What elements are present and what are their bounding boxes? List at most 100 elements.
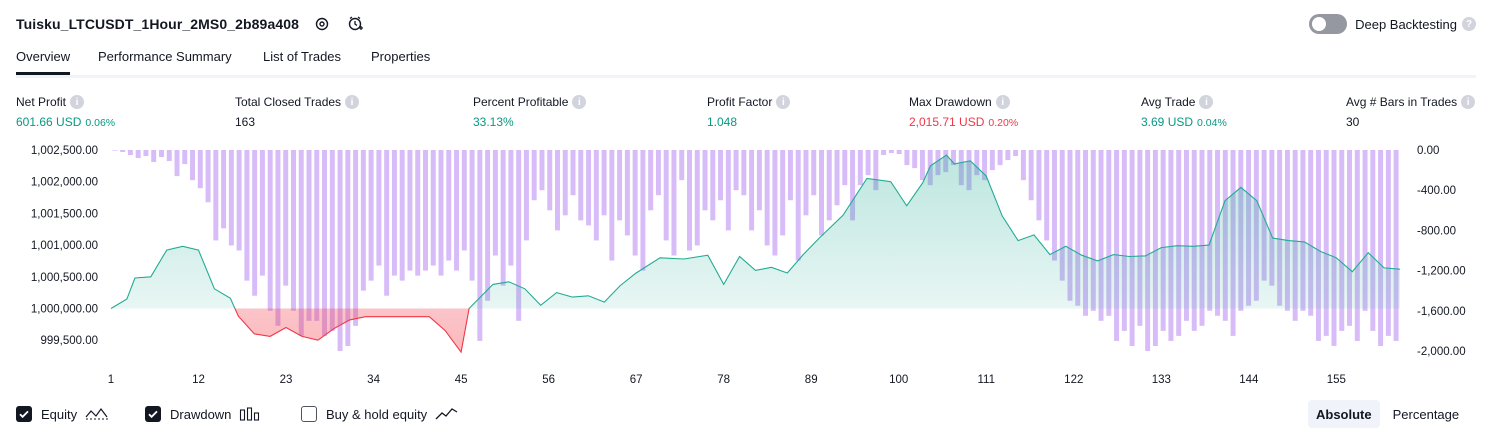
drawdown-bar: [1059, 150, 1065, 281]
deep-backtesting-toggle[interactable]: [1309, 14, 1348, 34]
x-axis-tick-label: 122: [1064, 374, 1083, 386]
add-alert-clock-icon[interactable]: [345, 13, 367, 35]
drawdown-bar: [1137, 150, 1143, 326]
drawdown-bar: [298, 150, 304, 336]
right-axis-tick-label: 0.00: [1417, 145, 1439, 157]
info-icon[interactable]: i: [1199, 95, 1214, 109]
drawdown-bar: [904, 150, 910, 166]
drawdown-bar: [694, 150, 700, 246]
drawdown-bar: [811, 150, 817, 196]
x-axis-tick-label: 12: [192, 374, 205, 386]
metric-label: Profit Factor: [707, 95, 773, 109]
info-icon[interactable]: i: [70, 95, 85, 109]
drawdown-bar: [679, 150, 685, 181]
drawdown-bar: [624, 150, 630, 236]
drawdown-bar: [244, 150, 250, 281]
percentage-button[interactable]: Percentage: [1392, 406, 1460, 422]
equity-checkbox[interactable]: [16, 406, 32, 422]
tab-properties[interactable]: Properties: [371, 49, 431, 64]
right-axis-tick-label: -1,600.00: [1417, 306, 1466, 318]
drawdown-bar: [151, 150, 157, 163]
right-axis-tick-label: -800.00: [1417, 225, 1456, 237]
drawdown-bar: [710, 150, 716, 221]
help-question-icon[interactable]: ?: [1462, 17, 1476, 31]
drawdown-bar: [718, 150, 724, 201]
left-axis-tick-label: 999,500.00: [40, 335, 98, 347]
metric-label: Max Drawdown: [909, 95, 992, 109]
metric-label: Net Profit: [16, 95, 67, 109]
drawdown-bar: [1393, 150, 1399, 341]
legend-drawdown[interactable]: Drawdown: [145, 403, 261, 425]
drawdown-bar: [158, 150, 164, 158]
drawdown-bar: [989, 150, 995, 171]
buyhold-checkbox[interactable]: [301, 406, 317, 422]
drawdown-bar: [547, 150, 553, 211]
drawdown-bar: [1323, 150, 1329, 336]
info-icon[interactable]: i: [572, 95, 587, 109]
metric-profit-factor: Profit Factor i 1.048: [707, 94, 791, 129]
drawdown-bar: [850, 150, 856, 221]
drawdown-bar: [322, 150, 328, 336]
drawdown-bar: [213, 150, 219, 241]
legend-equity[interactable]: Equity: [16, 403, 109, 425]
drawdown-bar: [1176, 150, 1182, 336]
tab-bar: Overview Performance Summary List of Tra…: [16, 44, 1476, 78]
drawdown-bar: [1347, 150, 1353, 326]
metric-label: Total Closed Trades: [235, 95, 342, 109]
drawdown-bar: [259, 150, 265, 276]
x-axis-tick-label: 155: [1327, 374, 1346, 386]
equity-series: [110, 154, 1401, 354]
metric-percent-profitable: Percent Profitable i 33.13%: [473, 94, 587, 129]
equity-area-positive: [111, 155, 1400, 309]
drawdown-bar: [492, 150, 498, 256]
drawdown-bar: [725, 150, 731, 231]
drawdown-bar: [477, 150, 483, 341]
left-axis: 1,002,500.00 1,002,000.00 1,001,500.00 1,00…: [31, 145, 98, 347]
drawdown-bar: [469, 150, 475, 281]
drawdown-checkbox[interactable]: [145, 406, 161, 422]
drawdown-bar: [1160, 150, 1166, 331]
drawdown-bar: [617, 150, 623, 221]
drawdown-bar: [143, 150, 149, 157]
drawdown-bar: [1385, 150, 1391, 336]
equity-drawdown-chart[interactable]: 1,002,500.00 1,002,000.00 1,001,500.00 1,00…: [0, 138, 1494, 392]
tab-overview[interactable]: Overview: [16, 49, 71, 75]
legend-buy-hold-equity[interactable]: Buy & hold equity: [301, 403, 459, 425]
tab-performance-summary[interactable]: Performance Summary: [98, 49, 232, 64]
drawdown-bar: [1129, 150, 1135, 346]
drawdown-bar: [454, 150, 460, 271]
drawdown-bar: [166, 150, 172, 162]
drawdown-bar: [795, 150, 801, 261]
metric-value: 601.66 USD: [16, 115, 82, 129]
drawdown-bar: [485, 150, 491, 301]
drawdown-bar: [702, 150, 708, 211]
info-icon[interactable]: i: [776, 95, 791, 109]
drawdown-bar: [912, 150, 918, 169]
drawdown-bar: [1013, 150, 1019, 157]
absolute-button[interactable]: Absolute: [1308, 400, 1380, 428]
drawdown-bar: [112, 150, 118, 151]
drawdown-bar: [873, 150, 879, 191]
drawdown-bar: [228, 150, 234, 246]
drawdown-bar: [306, 150, 312, 321]
drawdown-bar: [1261, 150, 1267, 281]
tab-list-of-trades[interactable]: List of Trades: [263, 49, 342, 64]
info-icon[interactable]: i: [345, 95, 360, 109]
drawdown-bar: [1028, 150, 1034, 201]
drawdown-bar: [1331, 150, 1337, 346]
metric-value: 163: [235, 115, 256, 129]
x-axis-tick-label: 34: [367, 374, 380, 386]
drawdown-bar: [1292, 150, 1298, 321]
info-icon[interactable]: i: [1461, 95, 1476, 109]
x-axis-tick-label: 78: [717, 374, 730, 386]
settings-gear-icon[interactable]: [311, 13, 333, 35]
metric-label: Avg # Bars in Trades: [1346, 95, 1458, 109]
drawdown-bar: [399, 150, 405, 281]
drawdown-bar: [252, 150, 258, 296]
drawdown-bar: [1051, 150, 1057, 261]
drawdown-bar: [500, 150, 506, 286]
info-icon[interactable]: i: [995, 95, 1010, 109]
drawdown-bar: [1114, 150, 1120, 341]
drawdown-bar: [951, 150, 956, 166]
x-axis-tick-label: 23: [280, 374, 293, 386]
